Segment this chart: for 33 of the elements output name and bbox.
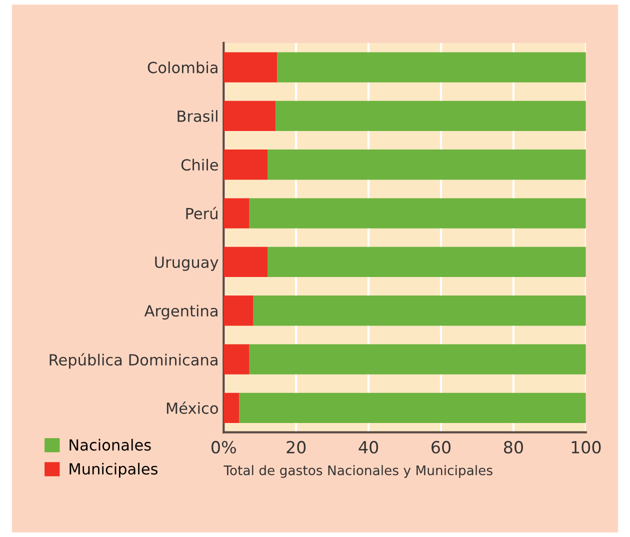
bar bbox=[275, 100, 586, 132]
x-tick-label: 20 bbox=[286, 440, 306, 454]
legend-label: Nacionales bbox=[70, 438, 151, 451]
x-tick-label: 80 bbox=[504, 440, 523, 454]
legend-label: Municipales bbox=[70, 462, 158, 478]
y-tick-label: México bbox=[166, 402, 218, 414]
x-tick-label: 60 bbox=[432, 440, 450, 454]
bar bbox=[224, 392, 240, 424]
y-tick-label: República Dominicana bbox=[50, 353, 218, 369]
bar bbox=[253, 296, 586, 326]
y-tick-label: Argentina bbox=[144, 304, 218, 320]
y-tick-label: Perú bbox=[186, 206, 218, 220]
bar bbox=[267, 246, 586, 278]
bar bbox=[224, 296, 254, 326]
y-tick-label: Uruguay bbox=[155, 256, 218, 271]
y-tick-label: Brasil bbox=[178, 110, 218, 122]
y-tick-label: Colombia bbox=[148, 61, 218, 74]
x-tick-label: 100 bbox=[572, 440, 601, 454]
bar bbox=[277, 52, 586, 82]
x-axis-title: Total de gastos Nacionales y Municipales bbox=[224, 465, 492, 478]
bar bbox=[224, 52, 278, 82]
bar bbox=[249, 344, 586, 374]
bar bbox=[267, 150, 586, 180]
bar bbox=[249, 198, 586, 228]
bar bbox=[224, 150, 268, 180]
bar bbox=[224, 100, 276, 132]
bar bbox=[224, 344, 250, 374]
bar bbox=[224, 198, 250, 228]
bar bbox=[239, 392, 586, 424]
y-tick-label: Chile bbox=[181, 158, 218, 171]
x-tick-label: 0% bbox=[212, 440, 236, 454]
x-tick-label: 40 bbox=[358, 440, 378, 454]
bar bbox=[224, 246, 268, 278]
